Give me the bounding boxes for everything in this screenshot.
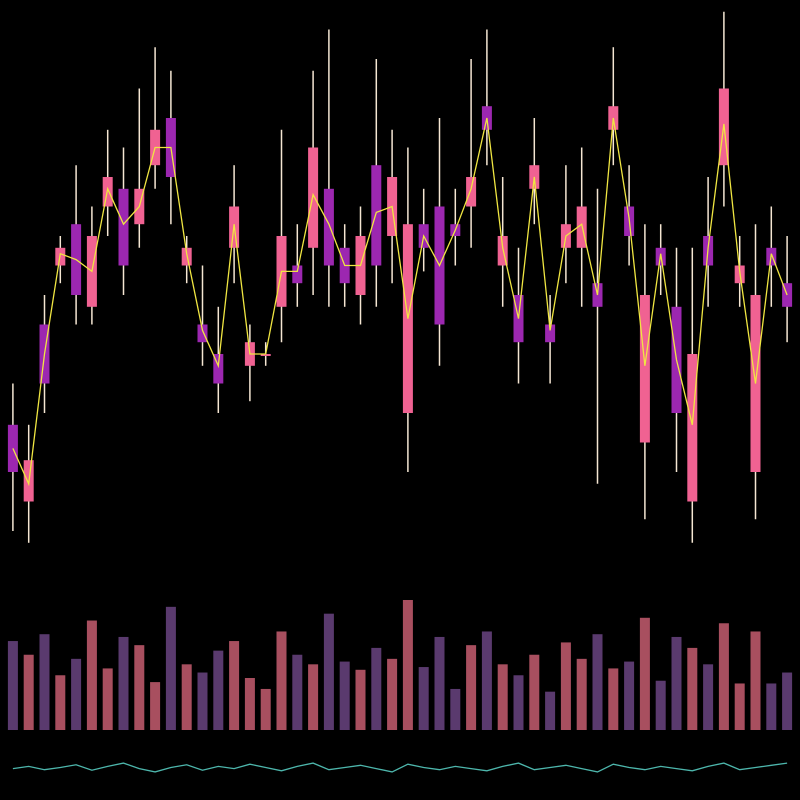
candlestick-chart xyxy=(0,0,800,800)
chart-canvas xyxy=(0,0,800,800)
